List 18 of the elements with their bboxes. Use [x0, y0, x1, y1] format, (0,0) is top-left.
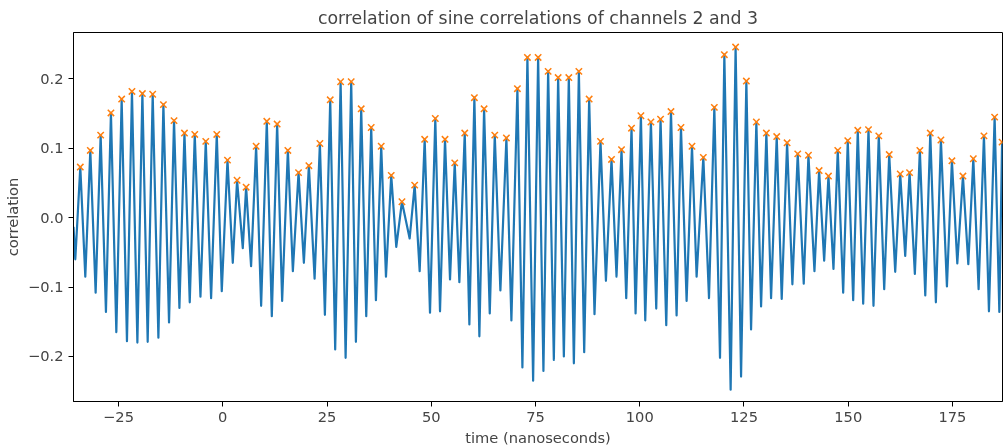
x-axis-title: time (nanoseconds): [465, 428, 611, 446]
y-tick-label: 0.2: [40, 69, 64, 87]
x-tick-label: 125: [729, 407, 758, 425]
y-tick-label: −0.1: [27, 278, 64, 296]
x-tick-label: 100: [625, 407, 654, 425]
x-tick-label: 25: [317, 407, 337, 425]
y-tick-label: 0.1: [40, 139, 64, 157]
chart-title: correlation of sine correlations of channels 2 and 3: [317, 7, 759, 28]
x-tick-label: 150: [834, 407, 863, 425]
x-tick-label: 0: [218, 407, 228, 425]
x-tick-label: 50: [421, 407, 441, 425]
y-tick-label: −0.2: [27, 347, 64, 365]
x-tick-label: 175: [938, 407, 967, 425]
y-tick-label: 0.0: [40, 208, 64, 226]
x-tick-label: −25: [103, 407, 134, 425]
x-tick-label: 75: [526, 407, 545, 425]
line-series: [73, 45, 1003, 391]
y-axis-title: correlation: [3, 177, 21, 257]
